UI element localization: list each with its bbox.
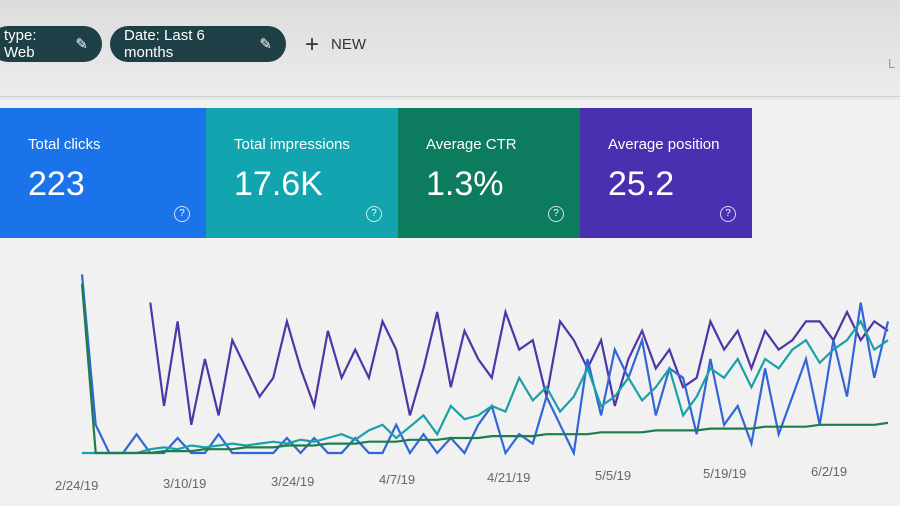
x-tick-label: 5/5/19 (595, 468, 632, 483)
card-title: Total clicks (28, 136, 101, 153)
series-line-3 (80, 283, 889, 455)
help-icon[interactable]: ? (174, 206, 190, 222)
x-tick-label: 3/24/19 (271, 474, 315, 489)
type-filter-chip[interactable]: type: Web ✎ (0, 26, 102, 62)
help-icon[interactable]: ? (720, 206, 736, 222)
card-value: 223 (28, 165, 85, 203)
series-line-0 (149, 302, 889, 426)
series-line-1 (80, 274, 890, 457)
card-title: Total impressions (234, 136, 350, 153)
x-tick-label: 3/10/19 (163, 476, 207, 491)
x-tick-label: 2/24/19 (55, 478, 99, 493)
x-tick-label: 5/19/19 (703, 466, 747, 481)
filter-bar: type: Web ✎ Date: Last 6 months ✎ + NEW L (0, 0, 900, 97)
help-icon[interactable]: ? (366, 206, 382, 222)
help-icon[interactable]: ? (548, 206, 564, 222)
new-label: NEW (331, 36, 367, 53)
type-filter-label: type: Web (4, 27, 37, 61)
card-value: 17.6K (234, 165, 323, 203)
card-value: 25.2 (608, 165, 675, 203)
card-title: Average CTR (426, 136, 517, 153)
performance-chart (80, 274, 890, 457)
x-tick-label: 4/21/19 (487, 470, 531, 485)
average-ctr-card[interactable]: Average CTR 1.3%? (398, 108, 580, 238)
total-impressions-card[interactable]: Total impressions 17.6K? (206, 108, 398, 238)
x-tick-label: 4/7/19 (379, 472, 416, 487)
right-label: L (888, 56, 896, 71)
card-title: Average position (608, 136, 720, 153)
plus-icon: + (305, 30, 320, 58)
x-tick-label: 6/2/19 (811, 464, 848, 479)
date-filter-chip[interactable]: Date: Last 6 months ✎ (110, 26, 286, 62)
new-filter-button[interactable]: + NEW (305, 30, 367, 58)
average-position-card[interactable]: Average position 25.2? (580, 108, 752, 238)
date-filter-label: Date: Last 6 months (124, 27, 205, 61)
series-line-2 (82, 319, 889, 455)
pencil-icon: ✎ (75, 36, 88, 53)
total-clicks-card[interactable]: Total clicks 223? (0, 108, 206, 238)
card-value: 1.3% (426, 165, 504, 203)
pencil-icon: ✎ (259, 36, 272, 53)
